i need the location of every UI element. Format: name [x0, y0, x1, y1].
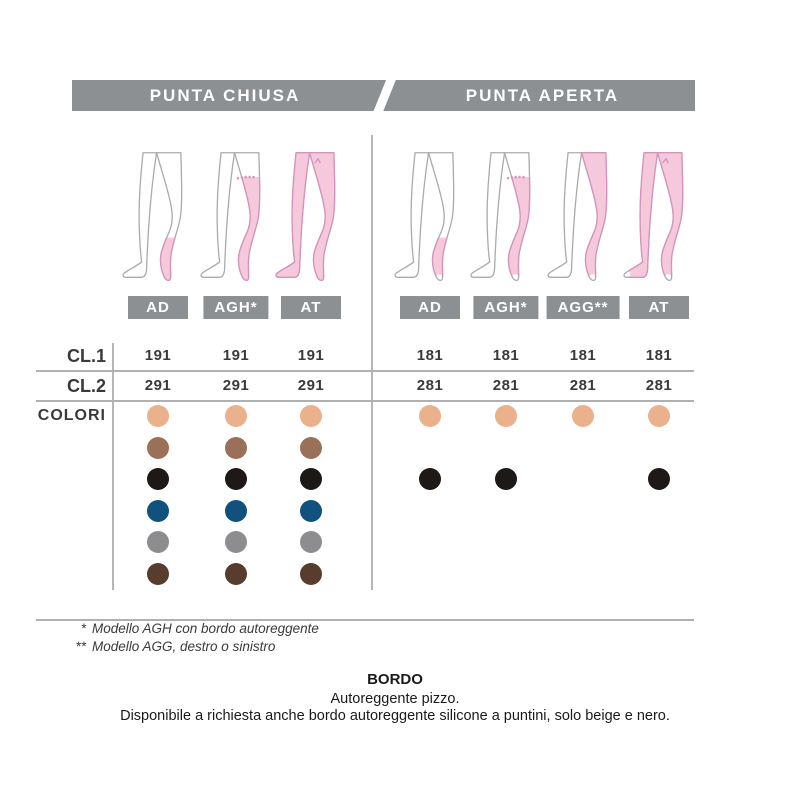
header-punta-aperta: PUNTA APERTA: [465, 86, 620, 105]
model-badge-AD: AD: [400, 296, 460, 319]
leg-illustration-AGH-open: [470, 152, 531, 282]
color-dot-beige: [300, 405, 322, 427]
bordo-title: BORDO: [367, 671, 423, 688]
leg-illustration-AGG-open: [547, 152, 608, 282]
cl2-value-punta-aperta-AT: 281: [645, 377, 673, 394]
bordo-line2: Disponibile a richiesta anche bordo auto…: [120, 708, 670, 724]
model-badge-AT: AT: [281, 296, 341, 319]
leg-illustration-AD-open: [394, 152, 455, 282]
cl2-value-punta-aperta-AD: 281: [416, 377, 444, 394]
model-badge-AD: AD: [128, 296, 188, 319]
color-dot-brown: [147, 437, 169, 459]
leg-illustration-AD-closed: [122, 152, 183, 282]
color-dot-blue: [300, 500, 322, 522]
cl1-value-punta-chiusa-AD: 191: [144, 347, 172, 364]
color-dot-black: [648, 468, 670, 490]
row-label-cl2: CL.2: [66, 376, 106, 396]
bordo-note: BORDO Autoreggente pizzo. Disponibile a …: [0, 671, 790, 725]
color-dot-darkbrown: [225, 563, 247, 585]
divider-vertical-row-labels: [112, 343, 114, 590]
footnote-agg-marker: **: [75, 639, 86, 654]
cl1-value-punta-aperta-AGH: 181: [492, 347, 520, 364]
header-bar: PUNTA CHIUSA PUNTA APERTA: [72, 80, 695, 111]
color-dot-brown: [225, 437, 247, 459]
color-dot-beige: [147, 405, 169, 427]
rule-cl2-colori: [36, 400, 694, 402]
model-badge-AGH: AGH*: [203, 296, 269, 319]
color-dot-gray: [300, 531, 322, 553]
color-dot-black: [419, 468, 441, 490]
color-dot-darkbrown: [300, 563, 322, 585]
header-punta-chiusa: PUNTA CHIUSA: [149, 86, 301, 105]
cl2-value-punta-chiusa-AGH: 291: [222, 377, 250, 394]
cl1-value-punta-chiusa-AGH: 191: [222, 347, 250, 364]
color-dot-beige: [495, 405, 517, 427]
color-dot-brown: [300, 437, 322, 459]
color-dot-beige: [419, 405, 441, 427]
color-dot-beige: [572, 405, 594, 427]
cl2-value-punta-aperta-AGH: 281: [492, 377, 520, 394]
footnote-agh-text: Modello AGH con bordo autoreggente: [92, 621, 319, 636]
color-dot-beige: [225, 405, 247, 427]
color-dot-black: [495, 468, 517, 490]
cl2-value-punta-aperta-AGG: 281: [569, 377, 597, 394]
color-dot-blue: [225, 500, 247, 522]
leg-illustration-AT-open: [623, 152, 684, 282]
cl2-value-punta-chiusa-AD: 291: [144, 377, 172, 394]
cl1-value-punta-aperta-AD: 181: [416, 347, 444, 364]
leg-illustration-AGH-closed: [200, 152, 261, 282]
color-dot-gray: [225, 531, 247, 553]
row-label-colori: COLORI: [37, 407, 106, 424]
color-dot-black: [147, 468, 169, 490]
leg-illustration-AT-closed: [275, 152, 336, 282]
color-dot-gray: [147, 531, 169, 553]
model-badge-AGG: AGG**: [546, 296, 620, 319]
bordo-line1: Autoreggente pizzo.: [330, 691, 460, 707]
footnote-agg-text: Modello AGG, destro o sinistro: [92, 639, 276, 654]
footnote-agg: ** Modello AGG, destro o sinistro: [52, 639, 275, 654]
rule-table-bottom: [36, 619, 694, 621]
model-badge-AT: AT: [629, 296, 689, 319]
row-label-cl1: CL.1: [66, 346, 106, 366]
color-dot-black: [300, 468, 322, 490]
footnote-agh-marker: *: [80, 621, 86, 636]
divider-vertical-sections: [371, 135, 373, 590]
color-dot-black: [225, 468, 247, 490]
model-badge-AGH: AGH*: [473, 296, 539, 319]
cl1-value-punta-aperta-AGG: 181: [569, 347, 597, 364]
cl1-value-punta-chiusa-AT: 191: [297, 347, 325, 364]
rule-cl1-cl2: [36, 370, 694, 372]
cl1-value-punta-aperta-AT: 181: [645, 347, 673, 364]
color-dot-blue: [147, 500, 169, 522]
footnote-agh: * Modello AGH con bordo autoreggente: [52, 621, 319, 636]
color-dot-darkbrown: [147, 563, 169, 585]
color-dot-beige: [648, 405, 670, 427]
cl2-value-punta-chiusa-AT: 291: [297, 377, 325, 394]
